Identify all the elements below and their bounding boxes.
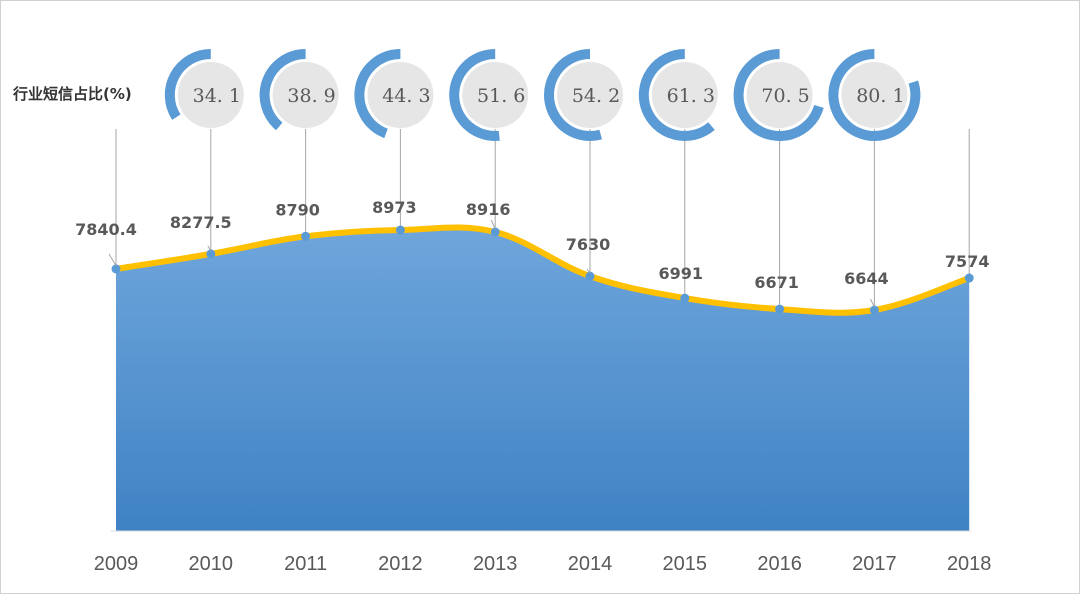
data-point-2018: [964, 273, 974, 283]
callout-2014: [586, 268, 591, 274]
x-tick-2016: 2016: [757, 553, 802, 575]
x-tick-2012: 2012: [378, 553, 423, 575]
data-point-2016: [775, 304, 785, 314]
data-label-2011: 8790: [275, 200, 320, 219]
data-point-2011: [301, 231, 311, 241]
data-label-2013: 8916: [466, 200, 511, 219]
share-series-label: 行业短信占比(%): [12, 85, 132, 103]
share-ring-2012: [354, 49, 401, 139]
data-label-2016: 6671: [754, 273, 799, 292]
x-tick-2013: 2013: [473, 553, 518, 575]
callout-2013: [490, 219, 496, 230]
data-point-2013: [490, 227, 500, 237]
share-disc-2014: [557, 62, 623, 128]
share-ring-2016: [733, 49, 824, 141]
callout-2009: [108, 253, 117, 267]
area-fill: [116, 227, 970, 532]
data-point-2015: [680, 293, 690, 303]
share-ring-2011: [259, 49, 306, 131]
share-label-2012: 44. 3: [382, 85, 430, 107]
data-point-2017: [869, 305, 879, 315]
data-point-2009: [111, 264, 121, 274]
callout-2017: [869, 298, 875, 308]
data-point-2010: [206, 249, 216, 259]
share-ring-2013: [449, 49, 500, 141]
x-tick-2014: 2014: [568, 553, 613, 575]
share-ring-2014: [544, 49, 602, 141]
x-tick-2017: 2017: [852, 553, 897, 575]
share-disc-2012: [367, 62, 434, 128]
share-disc-2011: [272, 62, 339, 128]
data-label-2015: 6991: [659, 264, 704, 283]
x-tick-2010: 2010: [189, 553, 234, 575]
share-label-2010: 34. 1: [193, 85, 241, 107]
share-disc-2010: [177, 62, 244, 128]
share-label-2014: 54. 2: [572, 85, 620, 107]
share-disc-2016: [746, 62, 813, 128]
share-ring-2015: [638, 49, 715, 141]
data-label-2014: 7630: [566, 235, 611, 254]
share-label-2013: 51. 6: [477, 85, 525, 107]
share-disc-2017: [841, 62, 908, 128]
x-tick-2015: 2015: [663, 553, 708, 575]
x-tick-2011: 2011: [284, 553, 327, 575]
data-label-2009: 7840.4: [75, 220, 137, 239]
data-point-2012: [395, 225, 405, 235]
share-ring-2010: [164, 49, 212, 120]
series-line: [113, 224, 973, 316]
share-disc-2015: [651, 62, 718, 128]
data-label-2017: 6644: [844, 269, 889, 288]
data-label-2012: 8973: [372, 198, 417, 217]
x-tick-2018: 2018: [947, 553, 992, 575]
callout-2010: [207, 245, 212, 252]
data-label-2018: 7574: [945, 252, 990, 271]
data-label-2010: 8277.5: [170, 213, 232, 232]
share-label-2015: 61. 3: [667, 85, 715, 107]
share-label-2011: 38. 9: [287, 85, 335, 107]
share-disc-2013: [462, 62, 529, 128]
share-ring-2017: [828, 49, 921, 141]
share-label-2016: 70. 5: [761, 85, 809, 107]
x-tick-2009: 2009: [94, 553, 139, 575]
share-label-2017: 80. 1: [856, 85, 904, 107]
data-point-2014: [585, 271, 595, 281]
